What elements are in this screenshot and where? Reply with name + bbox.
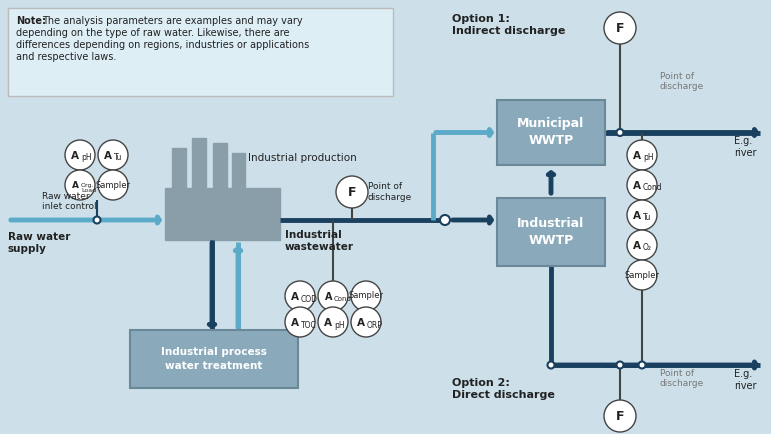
Circle shape <box>627 170 657 200</box>
Circle shape <box>617 129 624 136</box>
Circle shape <box>547 362 554 368</box>
Text: A: A <box>71 151 79 161</box>
Text: Industrial production: Industrial production <box>248 153 357 163</box>
Text: A: A <box>324 318 332 328</box>
Circle shape <box>65 170 95 200</box>
Text: supply: supply <box>8 244 47 254</box>
Circle shape <box>440 215 450 225</box>
Circle shape <box>627 230 657 260</box>
Bar <box>232 153 245 190</box>
Text: Raw water: Raw water <box>8 232 70 242</box>
Bar <box>130 330 298 388</box>
Bar <box>192 138 206 190</box>
Circle shape <box>65 140 95 170</box>
Text: A: A <box>633 241 641 251</box>
Text: pH: pH <box>81 154 92 162</box>
Text: and respective laws.: and respective laws. <box>16 52 116 62</box>
Text: Point of
discharge: Point of discharge <box>660 72 704 92</box>
Circle shape <box>318 307 348 337</box>
Text: wastewater: wastewater <box>285 242 354 252</box>
Text: A: A <box>357 318 365 328</box>
Text: A: A <box>325 292 332 302</box>
Text: pH: pH <box>334 320 345 329</box>
Text: E.g.
river: E.g. river <box>734 369 756 391</box>
Circle shape <box>627 140 657 170</box>
Circle shape <box>336 176 368 208</box>
Text: Indirect discharge: Indirect discharge <box>452 26 565 36</box>
Bar <box>497 100 605 165</box>
Bar <box>172 148 186 190</box>
Text: A: A <box>291 292 299 302</box>
Text: The analysis parameters are examples and may vary: The analysis parameters are examples and… <box>42 16 303 26</box>
Circle shape <box>351 307 381 337</box>
Text: A: A <box>72 181 79 191</box>
Text: Option 1:: Option 1: <box>452 14 510 24</box>
Text: Point of
discharge: Point of discharge <box>660 369 704 388</box>
Text: F: F <box>616 22 625 34</box>
Circle shape <box>98 140 128 170</box>
Text: Municipal
WWTP: Municipal WWTP <box>517 118 584 148</box>
Text: Industrial
WWTP: Industrial WWTP <box>517 217 584 247</box>
Circle shape <box>604 12 636 44</box>
Text: A: A <box>104 151 112 161</box>
Text: Tu: Tu <box>114 154 123 162</box>
Text: Org.
Load: Org. Load <box>81 183 96 194</box>
Text: ORP: ORP <box>367 320 383 329</box>
Text: differences depending on regions, industries or applications: differences depending on regions, indust… <box>16 40 309 50</box>
Text: Sampler: Sampler <box>96 181 130 190</box>
Text: Note:: Note: <box>16 16 46 26</box>
Text: Sampler: Sampler <box>348 292 383 300</box>
Text: F: F <box>348 185 356 198</box>
Circle shape <box>627 200 657 230</box>
Text: Cond: Cond <box>643 184 662 193</box>
Text: A: A <box>633 151 641 161</box>
Circle shape <box>318 281 348 311</box>
Circle shape <box>604 400 636 432</box>
Text: Sampler: Sampler <box>625 270 659 279</box>
Text: TOC: TOC <box>301 320 317 329</box>
Text: Industrial: Industrial <box>285 230 342 240</box>
Text: Point of
discharge: Point of discharge <box>368 182 412 202</box>
Circle shape <box>617 362 624 368</box>
Text: A: A <box>291 318 299 328</box>
Bar <box>497 198 605 266</box>
Text: Raw water
inlet control: Raw water inlet control <box>42 192 96 211</box>
Bar <box>8 8 393 96</box>
Bar <box>213 143 227 190</box>
Text: pH: pH <box>643 154 654 162</box>
Text: Cond: Cond <box>334 296 352 302</box>
Text: depending on the type of raw water. Likewise, there are: depending on the type of raw water. Like… <box>16 28 289 38</box>
Text: E.g.
river: E.g. river <box>734 137 756 158</box>
Text: Industrial process
water treatment: Industrial process water treatment <box>161 347 267 371</box>
Circle shape <box>285 307 315 337</box>
Text: Direct discharge: Direct discharge <box>452 390 555 400</box>
Bar <box>165 188 280 240</box>
Circle shape <box>627 260 657 290</box>
Text: Option 2:: Option 2: <box>452 378 510 388</box>
Text: Tu: Tu <box>643 214 651 223</box>
Text: F: F <box>616 410 625 423</box>
Circle shape <box>351 281 381 311</box>
Circle shape <box>285 281 315 311</box>
Text: O₂: O₂ <box>643 243 652 253</box>
Text: A: A <box>633 181 641 191</box>
Text: COD: COD <box>301 295 318 303</box>
Circle shape <box>638 362 645 368</box>
Circle shape <box>93 217 100 224</box>
Circle shape <box>98 170 128 200</box>
Text: A: A <box>633 211 641 221</box>
